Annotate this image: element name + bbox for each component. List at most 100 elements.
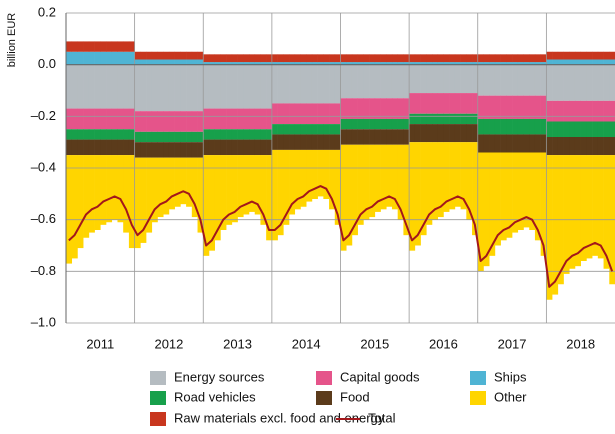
bar-segment <box>214 108 221 130</box>
bar-segment <box>88 51 95 65</box>
bar-segment <box>454 113 461 125</box>
bar-segment <box>574 155 581 267</box>
bar-segment <box>529 152 536 230</box>
bar-segment <box>546 121 553 137</box>
bar-segment <box>494 134 501 153</box>
bar-segment <box>329 64 336 104</box>
bar-segment <box>140 131 147 143</box>
bar-segment <box>580 51 587 60</box>
bar-segment <box>586 155 593 259</box>
bar-segment <box>323 64 330 104</box>
bar-segment <box>111 41 118 52</box>
bar-segment <box>260 64 267 109</box>
x-tick-label: 2012 <box>154 336 183 351</box>
bar-segment <box>569 64 576 101</box>
bar-segment <box>346 129 353 145</box>
bar-segment <box>277 54 284 63</box>
bar-segment <box>380 118 387 130</box>
bar-segment <box>249 155 256 212</box>
bar-segment <box>529 134 536 153</box>
bar-segment <box>180 51 187 60</box>
bar-segment <box>208 139 215 156</box>
bar-segment <box>163 111 170 132</box>
bar-segment <box>300 134 307 150</box>
bar-segment <box>254 139 261 156</box>
bar-segment <box>426 62 433 65</box>
legend-item: Other <box>470 389 527 405</box>
bar-segment <box>266 129 273 140</box>
bar-segment <box>557 121 564 137</box>
bar-segment <box>180 142 187 158</box>
bar-segment <box>214 129 221 140</box>
bar-segment <box>517 152 524 230</box>
bar-segment <box>300 124 307 135</box>
bar-segment <box>472 64 479 94</box>
bar-segment <box>100 108 107 130</box>
bar-segment <box>94 64 101 109</box>
bar-segment <box>557 51 564 60</box>
bar-segment <box>517 54 524 63</box>
bar-segment <box>249 139 256 156</box>
bar-segment <box>574 51 581 60</box>
bar-segment <box>454 124 461 143</box>
bar-segment <box>220 54 227 63</box>
bar-segment <box>489 95 496 119</box>
bar-segment <box>609 121 615 137</box>
bar-segment <box>426 142 433 225</box>
bar-segment <box>88 64 95 109</box>
legend-label: Ships <box>494 369 527 384</box>
bar-segment <box>506 54 513 63</box>
bar-segment <box>168 131 175 143</box>
bar-segment <box>523 54 530 63</box>
bar-segment <box>512 152 519 233</box>
bar-segment <box>329 124 336 135</box>
bar-segment <box>289 124 296 135</box>
bar-segment <box>151 59 158 65</box>
bar-segment <box>117 139 124 156</box>
bar-segment <box>163 59 170 65</box>
bar-segment <box>363 98 370 119</box>
bar-segment <box>71 64 78 109</box>
bar-segment <box>386 62 393 65</box>
bar-segment <box>243 139 250 156</box>
bar-segment <box>71 139 78 156</box>
legend-item: Road vehicles <box>150 389 256 405</box>
bar-segment <box>477 152 484 272</box>
bar-segment <box>168 111 175 132</box>
x-tick-label: 2017 <box>498 336 527 351</box>
bar-segment <box>254 129 261 140</box>
bar-segment <box>603 51 610 60</box>
bar-segment <box>283 149 290 225</box>
bar-segment <box>449 142 456 210</box>
bar-segment <box>271 62 278 65</box>
bar-segment <box>151 142 158 158</box>
bar-segment <box>168 64 175 112</box>
bar-segment <box>66 155 73 264</box>
bar-segment <box>151 51 158 60</box>
bar-segment <box>163 131 170 143</box>
bar-segment <box>340 118 347 130</box>
bar-segment <box>494 62 501 65</box>
bar-segment <box>494 64 501 96</box>
bar-segment <box>391 98 398 119</box>
bar-segment <box>237 54 244 63</box>
bar-segment <box>540 95 547 119</box>
bar-segment <box>506 118 513 135</box>
bar-segment <box>586 100 593 122</box>
bar-segment <box>226 62 233 65</box>
bar-segment <box>580 59 587 65</box>
bar-segment <box>466 93 473 114</box>
bar-segment <box>220 139 227 156</box>
bar-segment <box>380 54 387 63</box>
bar-segment <box>414 142 421 246</box>
bar-segment <box>83 139 90 156</box>
bar-segment <box>197 142 204 158</box>
bar-segment <box>432 142 439 220</box>
bar-segment <box>586 64 593 101</box>
bar-segment <box>157 51 164 60</box>
bar-segment <box>397 54 404 63</box>
bar-segment <box>397 64 404 99</box>
bar-segment <box>214 54 221 63</box>
bar-segment <box>597 59 604 65</box>
bar-segment <box>403 118 410 130</box>
